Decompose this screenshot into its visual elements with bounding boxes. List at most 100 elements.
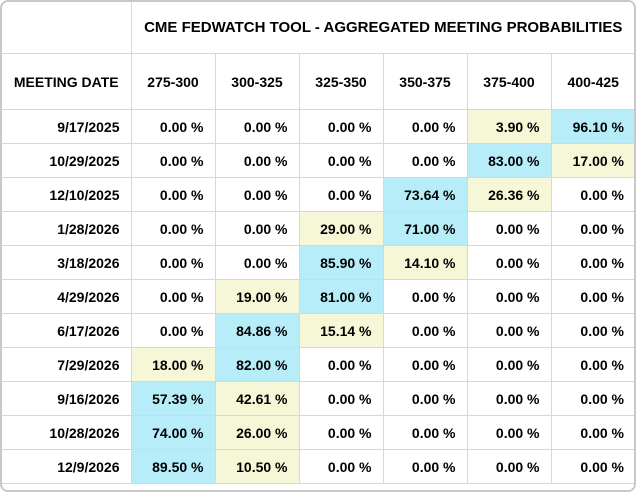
probability-cell: 83.00 % [466, 143, 551, 178]
probability-cell: 0.00 % [214, 143, 299, 178]
meeting-row: 7/29/2026 18.00 % 82.00 % 0.00 % 0.00 % 0.00 … [2, 347, 634, 382]
probability-cell: 89.50 % [130, 449, 215, 484]
meeting-date-cell: 12/9/2026 [2, 449, 131, 484]
probability-cell: 0.00 % [382, 109, 467, 144]
probability-cell: 0.00 % [466, 347, 551, 382]
rate-range-column-header: 400-425 [550, 53, 634, 110]
meeting-date-cell: 10/28/2026 [2, 415, 131, 450]
probability-cell: 74.00 % [130, 415, 215, 450]
probability-cell: 0.00 % [382, 381, 467, 416]
meeting-row: 10/28/2026 74.00 % 26.00 % 0.00 % 0.00 % 0.00… [2, 415, 634, 450]
probability-cell: 0.00 % [550, 177, 634, 212]
probability-cell: 19.00 % [214, 279, 299, 314]
meeting-row: 9/16/2026 57.39 % 42.61 % 0.00 % 0.00 % 0.00 … [2, 381, 634, 416]
probability-cell: 0.00 % [130, 245, 215, 280]
probability-cell: 0.00 % [298, 109, 383, 144]
probability-cell: 0.00 % [298, 381, 383, 416]
probability-cell: 0.00 % [214, 211, 299, 246]
probability-cell: 0.00 % [298, 415, 383, 450]
probability-cell: 0.00 % [130, 109, 215, 144]
probability-cell: 0.00 % [382, 313, 467, 348]
meeting-date-cell: 9/17/2025 [2, 109, 131, 144]
meeting-date-cell: 6/17/2026 [2, 313, 131, 348]
probability-cell: 0.00 % [298, 143, 383, 178]
probability-cell: 0.00 % [214, 177, 299, 212]
probability-cell: 0.00 % [550, 415, 634, 450]
probability-cell: 0.00 % [130, 177, 215, 212]
probability-cell: 0.00 % [382, 449, 467, 484]
rate-range-column-header: 300-325 [214, 53, 299, 110]
probability-cell: 0.00 % [466, 211, 551, 246]
meeting-date-column-header: MEETING DATE [2, 53, 131, 110]
probability-cell: 18.00 % [130, 347, 215, 382]
probability-cell: 0.00 % [130, 313, 215, 348]
probability-cell: 0.00 % [550, 449, 634, 484]
probability-cell: 3.90 % [466, 109, 551, 144]
probability-cell: 0.00 % [298, 347, 383, 382]
probability-cell: 0.00 % [214, 109, 299, 144]
probability-cell: 0.00 % [466, 415, 551, 450]
probability-cell: 82.00 % [214, 347, 299, 382]
probability-cell: 0.00 % [382, 143, 467, 178]
rate-range-column-header: 275-300 [130, 53, 215, 110]
probability-cell: 0.00 % [382, 415, 467, 450]
meeting-row: 9/17/2025 0.00 % 0.00 % 0.00 % 0.00 % 3.90 % 9… [2, 109, 634, 144]
probability-cell: 15.14 % [298, 313, 383, 348]
probability-cell: 0.00 % [550, 347, 634, 382]
probability-cell: 26.36 % [466, 177, 551, 212]
probability-cell: 0.00 % [130, 279, 215, 314]
rate-range-column-header: 350-375 [382, 53, 467, 110]
probability-cell: 73.64 % [382, 177, 467, 212]
rate-range-column-header: 375-400 [466, 53, 551, 110]
corner-spacer-cell [2, 2, 131, 54]
probability-cell: 0.00 % [130, 143, 215, 178]
probability-cell: 0.00 % [466, 381, 551, 416]
probability-cell: 0.00 % [550, 245, 634, 280]
probability-cell: 10.50 % [214, 449, 299, 484]
probability-cell: 42.61 % [214, 381, 299, 416]
probability-cell: 0.00 % [466, 449, 551, 484]
probability-cell: 17.00 % [550, 143, 634, 178]
rate-range-column-header: 325-350 [298, 53, 383, 110]
meeting-date-cell: 3/18/2026 [2, 245, 131, 280]
probability-cell: 29.00 % [298, 211, 383, 246]
meeting-date-cell: 7/29/2026 [2, 347, 131, 382]
probability-cell: 0.00 % [130, 211, 215, 246]
meeting-row: 12/10/2025 0.00 % 0.00 % 0.00 % 73.64 % 26.36… [2, 177, 634, 212]
meeting-date-cell: 9/16/2026 [2, 381, 131, 416]
probability-cell: 0.00 % [550, 313, 634, 348]
table-title: CME FEDWATCH TOOL - AGGREGATED MEETING P… [130, 2, 634, 54]
probability-cell: 0.00 % [214, 245, 299, 280]
probability-cell: 14.10 % [382, 245, 467, 280]
probability-cell: 71.00 % [382, 211, 467, 246]
meeting-row: 1/28/2026 0.00 % 0.00 % 29.00 % 71.00 % 0.00 … [2, 211, 634, 246]
probability-cell: 0.00 % [382, 279, 467, 314]
meeting-row: 4/29/2026 0.00 % 19.00 % 81.00 % 0.00 % 0.00 … [2, 279, 634, 314]
probability-cell: 85.90 % [298, 245, 383, 280]
probability-cell: 84.86 % [214, 313, 299, 348]
meeting-date-cell: 4/29/2026 [2, 279, 131, 314]
probability-cell: 57.39 % [130, 381, 215, 416]
column-header-row: MEETING DATE 275-300 300-325 325-350 350… [2, 53, 634, 110]
probability-cell: 0.00 % [466, 313, 551, 348]
probability-cell: 26.00 % [214, 415, 299, 450]
probability-cell: 0.00 % [550, 381, 634, 416]
probability-cell: 0.00 % [550, 211, 634, 246]
probability-cell: 0.00 % [382, 347, 467, 382]
probability-cell: 81.00 % [298, 279, 383, 314]
probability-cell: 0.00 % [298, 449, 383, 484]
probability-cell: 0.00 % [298, 177, 383, 212]
probability-cell: 0.00 % [466, 279, 551, 314]
meeting-row: 10/29/2025 0.00 % 0.00 % 0.00 % 0.00 % 83.00 … [2, 143, 634, 178]
meeting-date-cell: 12/10/2025 [2, 177, 131, 212]
meeting-date-cell: 1/28/2026 [2, 211, 131, 246]
probability-cell: 0.00 % [550, 279, 634, 314]
title-row: CME FEDWATCH TOOL - AGGREGATED MEETING P… [2, 2, 634, 54]
meeting-row: 3/18/2026 0.00 % 0.00 % 85.90 % 14.10 % 0.00 … [2, 245, 634, 280]
probability-cell: 96.10 % [550, 109, 634, 144]
table-body: 9/17/2025 0.00 % 0.00 % 0.00 % 0.00 % 3.90 % 9… [2, 109, 634, 484]
meeting-row: 12/9/2026 89.50 % 10.50 % 0.00 % 0.00 % 0.00 … [2, 449, 634, 484]
meeting-row: 6/17/2026 0.00 % 84.86 % 15.14 % 0.00 % 0.00 … [2, 313, 634, 348]
probability-cell: 0.00 % [466, 245, 551, 280]
